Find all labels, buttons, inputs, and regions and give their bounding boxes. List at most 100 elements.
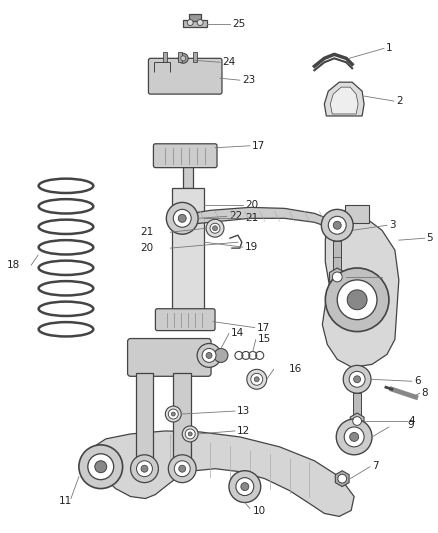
Circle shape (179, 465, 186, 472)
Circle shape (343, 365, 371, 393)
Circle shape (247, 369, 267, 389)
Circle shape (350, 432, 359, 441)
Polygon shape (336, 471, 349, 487)
Circle shape (165, 406, 181, 422)
Circle shape (95, 461, 107, 473)
FancyBboxPatch shape (155, 309, 215, 330)
Polygon shape (324, 82, 364, 116)
Text: 22: 22 (229, 211, 242, 221)
Text: 10: 10 (253, 506, 266, 516)
Circle shape (254, 377, 259, 382)
Bar (333, 241, 341, 271)
Text: 23: 23 (242, 75, 255, 85)
Circle shape (206, 352, 212, 358)
Circle shape (336, 419, 372, 455)
Circle shape (202, 349, 216, 362)
Text: 4: 4 (384, 272, 391, 282)
Circle shape (79, 445, 123, 489)
Circle shape (168, 409, 178, 419)
Text: 2: 2 (396, 96, 403, 106)
Circle shape (166, 203, 198, 234)
Text: 4: 4 (409, 416, 415, 426)
Text: 6: 6 (414, 376, 420, 386)
Circle shape (353, 376, 360, 383)
Circle shape (212, 226, 218, 231)
Text: 13: 13 (237, 406, 250, 416)
Circle shape (349, 372, 365, 387)
Bar (172, 310, 204, 318)
Circle shape (332, 272, 342, 282)
Text: 1: 1 (386, 43, 392, 53)
Circle shape (188, 432, 192, 436)
Circle shape (344, 427, 364, 447)
Circle shape (206, 219, 224, 237)
Text: 24: 24 (222, 58, 235, 67)
Circle shape (174, 461, 190, 477)
Text: 7: 7 (372, 461, 378, 471)
Text: 25: 25 (232, 19, 245, 29)
Text: 17: 17 (257, 322, 270, 333)
Text: 9: 9 (408, 420, 414, 430)
Bar (173, 373, 191, 463)
Text: 19: 19 (245, 242, 258, 252)
Polygon shape (180, 207, 337, 230)
Bar (189, 14, 201, 21)
Polygon shape (322, 211, 399, 367)
Text: 3: 3 (389, 220, 396, 230)
Circle shape (321, 209, 353, 241)
Circle shape (178, 214, 186, 222)
Bar (345, 205, 369, 223)
Circle shape (131, 455, 159, 482)
Bar (193, 52, 197, 62)
Bar (183, 158, 193, 188)
Circle shape (328, 216, 346, 234)
Text: 5: 5 (427, 233, 433, 243)
Circle shape (185, 429, 195, 439)
Text: 21: 21 (141, 227, 154, 237)
Circle shape (337, 280, 377, 320)
Circle shape (141, 465, 148, 472)
FancyBboxPatch shape (153, 144, 217, 168)
Circle shape (333, 221, 341, 229)
Circle shape (173, 209, 191, 227)
Circle shape (171, 412, 175, 416)
Circle shape (338, 474, 346, 483)
Polygon shape (91, 431, 354, 516)
Polygon shape (350, 413, 364, 429)
Bar (135, 373, 153, 463)
Bar (183, 20, 207, 27)
Text: 21: 21 (245, 213, 258, 223)
Circle shape (168, 455, 196, 482)
Text: 8: 8 (422, 388, 428, 398)
FancyBboxPatch shape (127, 338, 211, 376)
Text: 14: 14 (231, 328, 244, 337)
Circle shape (182, 426, 198, 442)
Text: 11: 11 (59, 496, 72, 505)
Circle shape (197, 20, 203, 26)
Circle shape (251, 373, 263, 385)
Text: 20: 20 (141, 243, 154, 253)
Circle shape (137, 461, 152, 477)
Polygon shape (330, 87, 358, 114)
FancyBboxPatch shape (148, 58, 222, 94)
Circle shape (178, 53, 188, 63)
Circle shape (347, 290, 367, 310)
Bar (178, 52, 182, 62)
Text: 16: 16 (289, 365, 302, 374)
Circle shape (214, 349, 228, 362)
Bar (172, 188, 204, 310)
Text: 20: 20 (245, 200, 258, 211)
Polygon shape (329, 268, 345, 286)
Text: 15: 15 (258, 334, 271, 344)
Bar (353, 393, 361, 418)
Text: 17: 17 (252, 141, 265, 151)
Circle shape (210, 223, 220, 233)
Circle shape (325, 268, 389, 332)
Circle shape (236, 478, 254, 496)
Circle shape (181, 56, 186, 61)
Circle shape (241, 482, 249, 490)
Text: 18: 18 (7, 260, 20, 270)
Text: 12: 12 (237, 426, 250, 436)
Circle shape (229, 471, 261, 503)
Bar (163, 52, 167, 62)
